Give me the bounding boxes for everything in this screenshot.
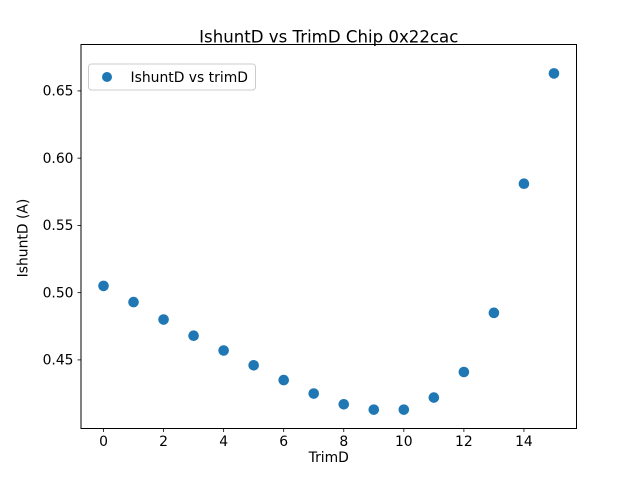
x-tick-label: 4	[219, 434, 228, 450]
x-tick-label: 0	[99, 434, 108, 450]
x-tick-label: 14	[515, 434, 533, 450]
x-axis: 0 2 4 6 8 10 12 14	[99, 428, 533, 450]
data-point	[428, 392, 440, 403]
y-tick-label: 0.65	[43, 84, 74, 100]
data-point	[368, 404, 380, 415]
x-tick-label: 6	[279, 434, 288, 450]
y-tick-label: 0.50	[43, 285, 74, 301]
x-axis-label: TrimD	[308, 450, 349, 466]
data-point	[128, 296, 139, 308]
plot-area	[80, 44, 577, 429]
data-point	[338, 398, 350, 410]
scatter-series	[98, 68, 560, 415]
x-tick-label: 8	[339, 434, 348, 450]
data-point	[548, 68, 560, 79]
legend: IshuntD vs trimD	[88, 63, 256, 91]
data-point	[248, 359, 259, 371]
chart-title: IshuntD vs TrimD Chip 0x22cac	[199, 28, 458, 47]
legend-box	[88, 63, 256, 91]
data-point	[278, 374, 290, 386]
y-axis: 0.45 0.50 0.55 0.60 0.65	[43, 84, 81, 369]
data-point	[458, 366, 470, 378]
x-tick-label: 12	[455, 434, 473, 450]
data-point	[518, 178, 530, 190]
y-tick-label: 0.60	[43, 151, 74, 167]
x-tick-label: 2	[159, 434, 168, 450]
data-point	[218, 345, 229, 356]
data-point	[308, 388, 320, 399]
y-axis-label: IshuntD (A)	[16, 199, 32, 278]
data-point	[98, 280, 109, 292]
data-point	[488, 307, 500, 319]
data-point	[158, 314, 169, 325]
y-tick-label: 0.45	[43, 353, 74, 369]
legend-label: IshuntD vs trimD	[131, 70, 248, 86]
y-tick-label: 0.55	[43, 218, 74, 234]
data-point	[188, 330, 199, 341]
data-point	[398, 404, 410, 415]
x-tick-label: 10	[395, 434, 413, 450]
legend-marker-icon	[102, 72, 112, 82]
